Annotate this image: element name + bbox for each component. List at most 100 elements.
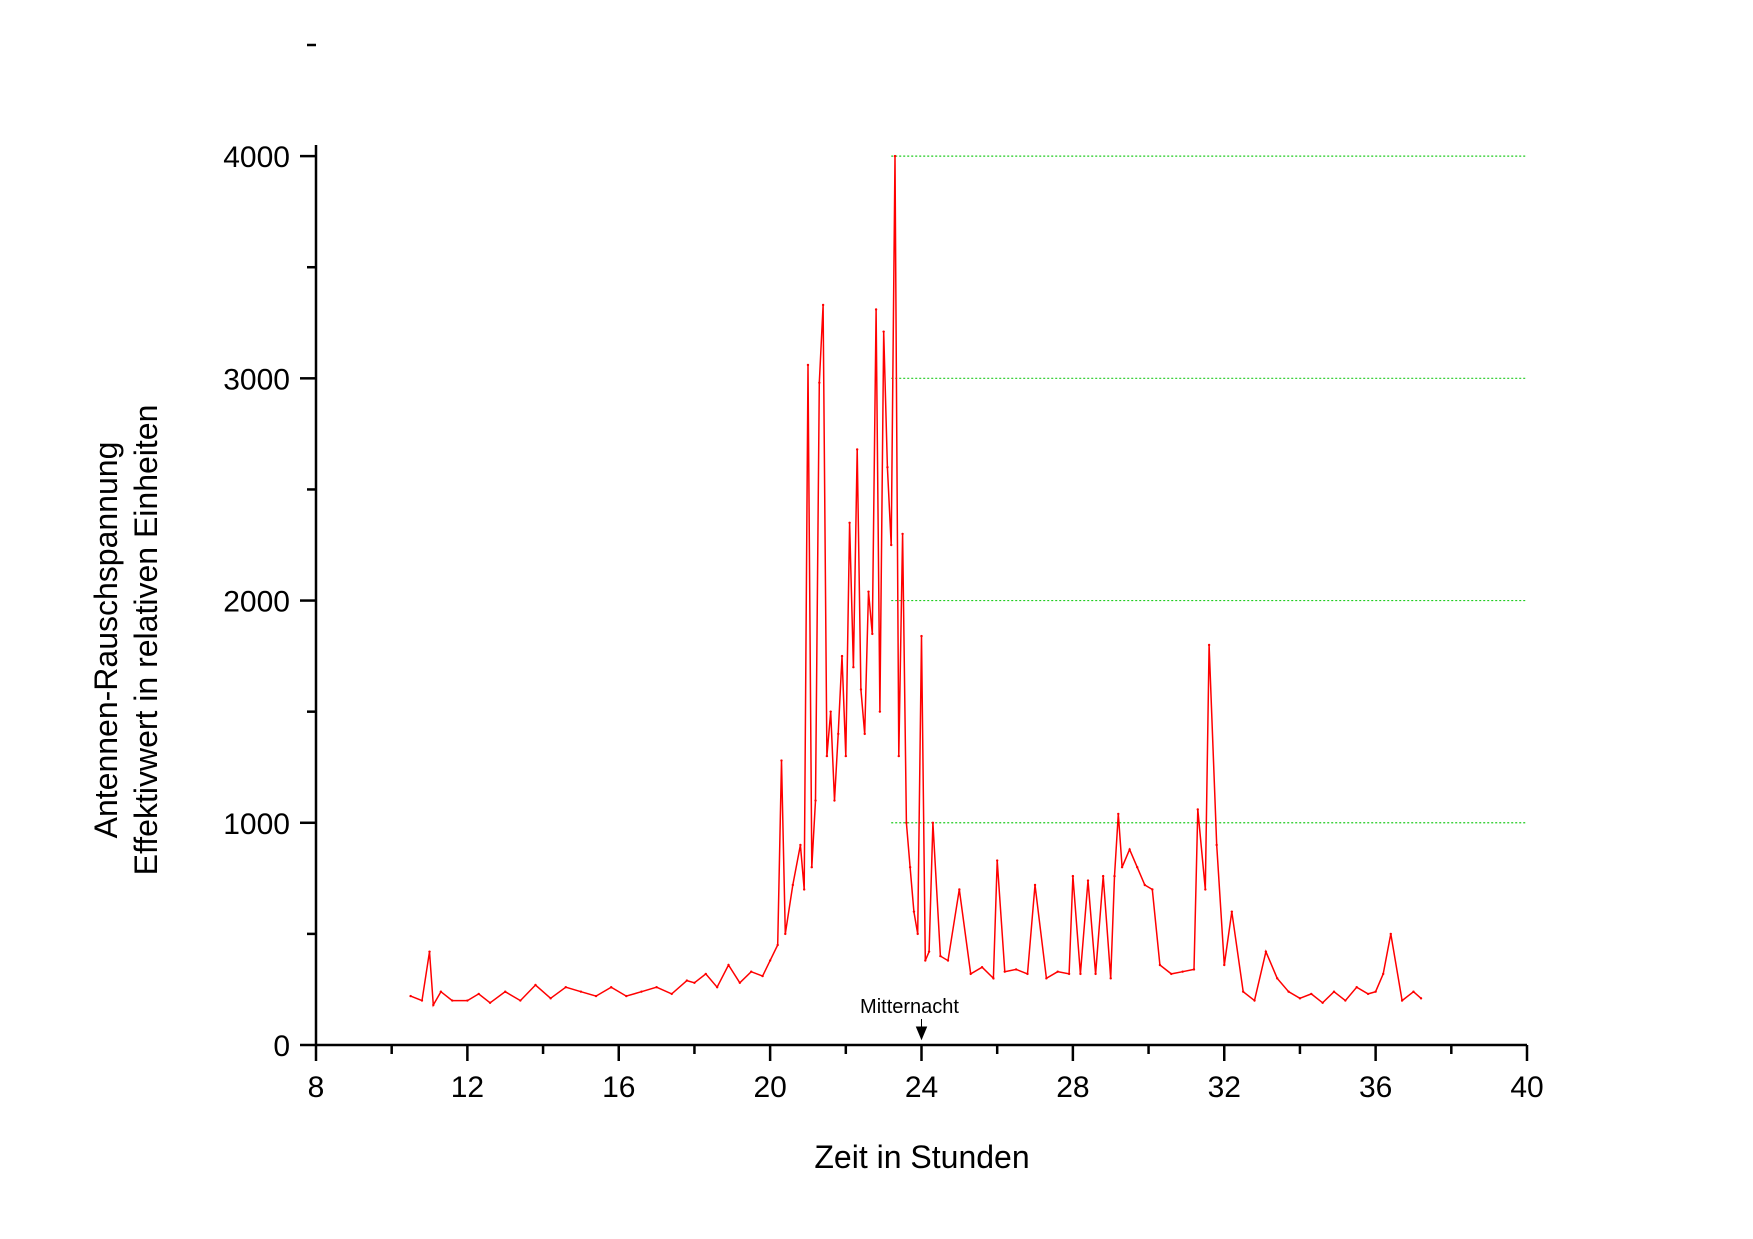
data-point (432, 1003, 435, 1007)
data-point (1014, 968, 1018, 971)
data-point (1045, 977, 1048, 980)
data-point (897, 754, 900, 758)
data-point (1067, 972, 1071, 976)
data-point (1400, 999, 1404, 1002)
data-point (848, 521, 851, 524)
data-point (821, 303, 825, 307)
axes (314, 145, 1527, 1047)
ticks: 8 12 16 20 24 28 32 36 40 0 1000 2000 3000 4000 (223, 43, 1544, 1104)
x-tick-label: 12 (451, 1071, 484, 1104)
data-point (451, 999, 454, 1002)
data-point (1264, 950, 1268, 953)
data-point (428, 950, 431, 953)
data-point (859, 688, 863, 691)
data-point (886, 466, 889, 469)
data-point (609, 986, 613, 989)
data-point (640, 990, 643, 993)
data-point (1207, 643, 1211, 647)
data-point (810, 866, 813, 869)
data-point (1026, 972, 1029, 976)
data-point (1276, 977, 1279, 980)
data-point (1136, 866, 1139, 869)
data-point (916, 932, 919, 936)
data-point (1196, 808, 1199, 811)
data-point (890, 543, 893, 547)
data-point (927, 950, 931, 953)
data-point (806, 363, 810, 367)
data-point (980, 966, 984, 969)
data-point (685, 979, 689, 982)
data-point (871, 632, 874, 636)
annotation-layer: Mitternacht (860, 996, 959, 1041)
data-point (791, 883, 795, 887)
data-point (784, 932, 787, 936)
data-point (1332, 990, 1336, 993)
data-point (409, 994, 412, 998)
data-point (1298, 997, 1302, 1000)
data-point (594, 994, 598, 998)
x-tick-label: 28 (1056, 1071, 1089, 1104)
data-point (670, 992, 673, 996)
data-point (768, 959, 772, 962)
data-point (1230, 910, 1234, 913)
data-point (750, 970, 753, 973)
data-point (931, 821, 935, 824)
data-point (799, 843, 802, 847)
data-point (1215, 843, 1218, 847)
data-point (1321, 1001, 1324, 1004)
data-point (802, 888, 806, 891)
annotation-arrow (915, 1019, 928, 1041)
data-point (1170, 972, 1173, 976)
x-tick-label: 8 (308, 1071, 325, 1104)
data-point (1287, 990, 1290, 993)
x-tick-label: 20 (753, 1071, 786, 1104)
data-point (1412, 990, 1415, 993)
data-point (1086, 879, 1090, 882)
data-point (992, 977, 995, 980)
y-tick-label: 0 (273, 1030, 290, 1063)
data-point (814, 799, 817, 802)
data-point (995, 859, 999, 862)
annotation-mitternacht: Mitternacht (860, 996, 959, 1018)
data-point (1366, 992, 1370, 996)
data-point (837, 732, 840, 736)
data-point (939, 954, 942, 958)
data-point (1204, 888, 1207, 891)
data-point (1094, 972, 1097, 976)
data-point (1158, 963, 1162, 967)
data-point (920, 634, 923, 638)
data-point (908, 866, 912, 869)
data-point (1120, 866, 1124, 869)
data-point (1381, 972, 1385, 976)
data-point (1101, 874, 1105, 878)
data-point (882, 330, 885, 333)
data-point (833, 799, 836, 802)
x-tick-label: 24 (905, 1071, 938, 1104)
data-point (1310, 992, 1313, 996)
y-tick-label: 1000 (223, 808, 290, 841)
data-point (844, 754, 848, 758)
data-point (519, 999, 522, 1002)
data-point (704, 972, 707, 976)
data-point (825, 754, 829, 758)
data-point (1109, 977, 1112, 980)
y-axis-title-line1: Antennen-Rauschspannung (88, 442, 124, 839)
x-tick-label: 16 (602, 1071, 635, 1104)
data-point (878, 710, 882, 713)
data-point (874, 308, 878, 311)
data-point (738, 981, 742, 984)
gridlines (891, 155, 1527, 824)
data-point (924, 959, 927, 962)
data-point (504, 990, 507, 993)
data-point (855, 448, 859, 451)
data-point (946, 959, 950, 962)
data-point (1389, 932, 1392, 936)
data-point (912, 910, 916, 913)
data-point (958, 888, 961, 891)
x-tick-label: 40 (1510, 1071, 1543, 1104)
data-point (534, 983, 537, 987)
series-layer (409, 154, 1423, 1008)
data-point (564, 986, 567, 989)
data-point (905, 821, 908, 824)
data-point (655, 986, 658, 989)
